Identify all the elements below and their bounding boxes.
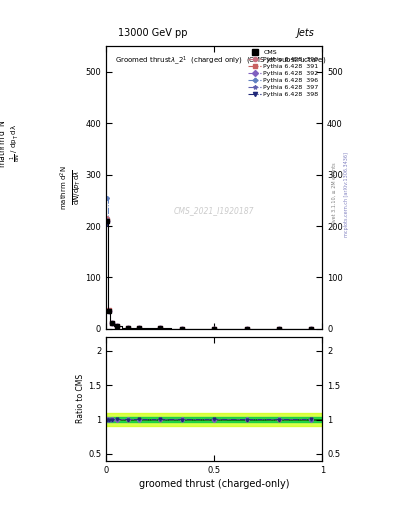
- Y-axis label: mathrm d$^2$N
$\overline{\mathrm{d}N / \mathrm{d}p_T\,\mathrm{d}\lambda}$: mathrm d$^2$N $\overline{\mathrm{d}N / \…: [58, 165, 83, 210]
- X-axis label: groomed thrust (charged-only): groomed thrust (charged-only): [139, 479, 289, 489]
- Text: Jets: Jets: [297, 28, 314, 38]
- Y-axis label: Ratio to CMS: Ratio to CMS: [76, 374, 85, 423]
- Legend: CMS, Pythia 6.428  390, Pythia 6.428  391, Pythia 6.428  392, Pythia 6.428  396,: CMS, Pythia 6.428 390, Pythia 6.428 391,…: [246, 47, 321, 99]
- Text: mcplots.cern.ch [arXiv:1306.3436]: mcplots.cern.ch [arXiv:1306.3436]: [344, 152, 349, 237]
- Bar: [106, 413, 322, 426]
- Text: Rivet 3.1.10, ≥ 2M events: Rivet 3.1.10, ≥ 2M events: [332, 163, 337, 226]
- Text: Groomed thrust$\lambda$_2$^1$  (charged only)  (CMS jet substructure): Groomed thrust$\lambda$_2$^1$ (charged o…: [115, 55, 326, 68]
- Bar: [106, 417, 322, 422]
- Text: 13000 GeV pp: 13000 GeV pp: [118, 28, 187, 38]
- Text: $\frac{1}{\rm dN}$ / $\rm d p_T\,d\lambda$: $\frac{1}{\rm dN}$ / $\rm d p_T\,d\lambd…: [9, 124, 23, 162]
- Text: CMS_2021_I1920187: CMS_2021_I1920187: [174, 206, 254, 215]
- Text: mathrm d$^2$N: mathrm d$^2$N: [0, 119, 8, 167]
